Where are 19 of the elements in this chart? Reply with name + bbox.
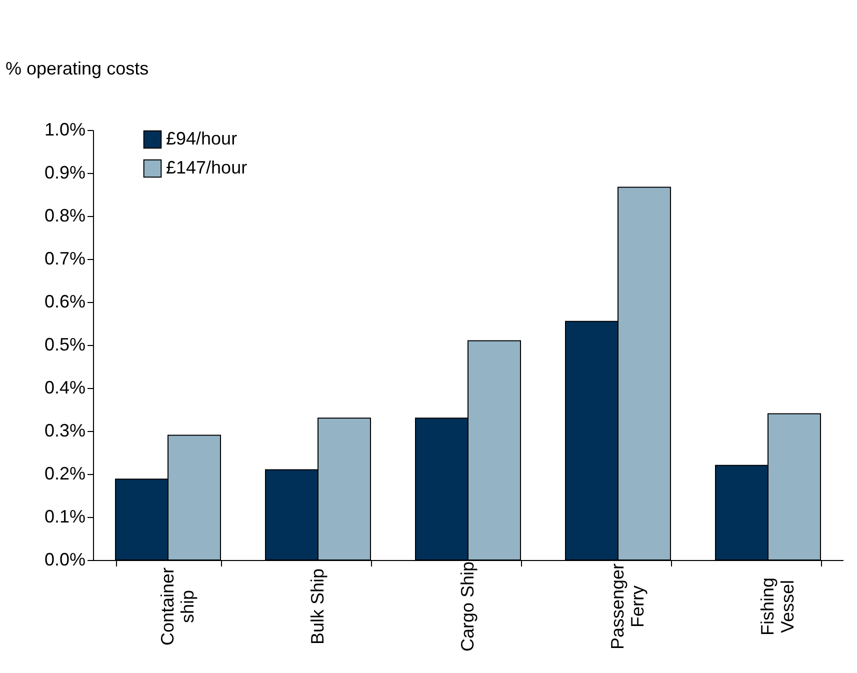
y-tick-label: 0.4% — [44, 378, 86, 398]
y-tick-label: 0.6% — [44, 292, 86, 312]
y-tick-label: 0.3% — [44, 420, 86, 440]
y-tick-label: 0.5% — [44, 334, 86, 354]
y-axis-title: % operating costs — [6, 58, 149, 78]
legend-label: £94/hour — [166, 128, 238, 148]
y-tick-label: 0.2% — [44, 464, 86, 484]
y-tick-label: 0.0% — [44, 550, 86, 570]
x-tick-label: Bulk Ship — [308, 568, 328, 645]
y-tick-label: 0.8% — [44, 206, 86, 226]
y-tick-label: 1.0% — [44, 120, 86, 140]
x-tick-label: Fishing Vessel — [758, 577, 798, 636]
legend-label: £147/hour — [166, 158, 248, 178]
y-tick-label: 0.7% — [44, 248, 86, 268]
x-tick-label: Container ship — [158, 567, 198, 646]
x-tick-label: Cargo Ship — [458, 561, 478, 652]
y-tick-label: 0.9% — [44, 162, 86, 182]
x-tick-label: Passenger Ferry — [608, 563, 648, 650]
y-tick-label: 0.1% — [44, 506, 86, 526]
